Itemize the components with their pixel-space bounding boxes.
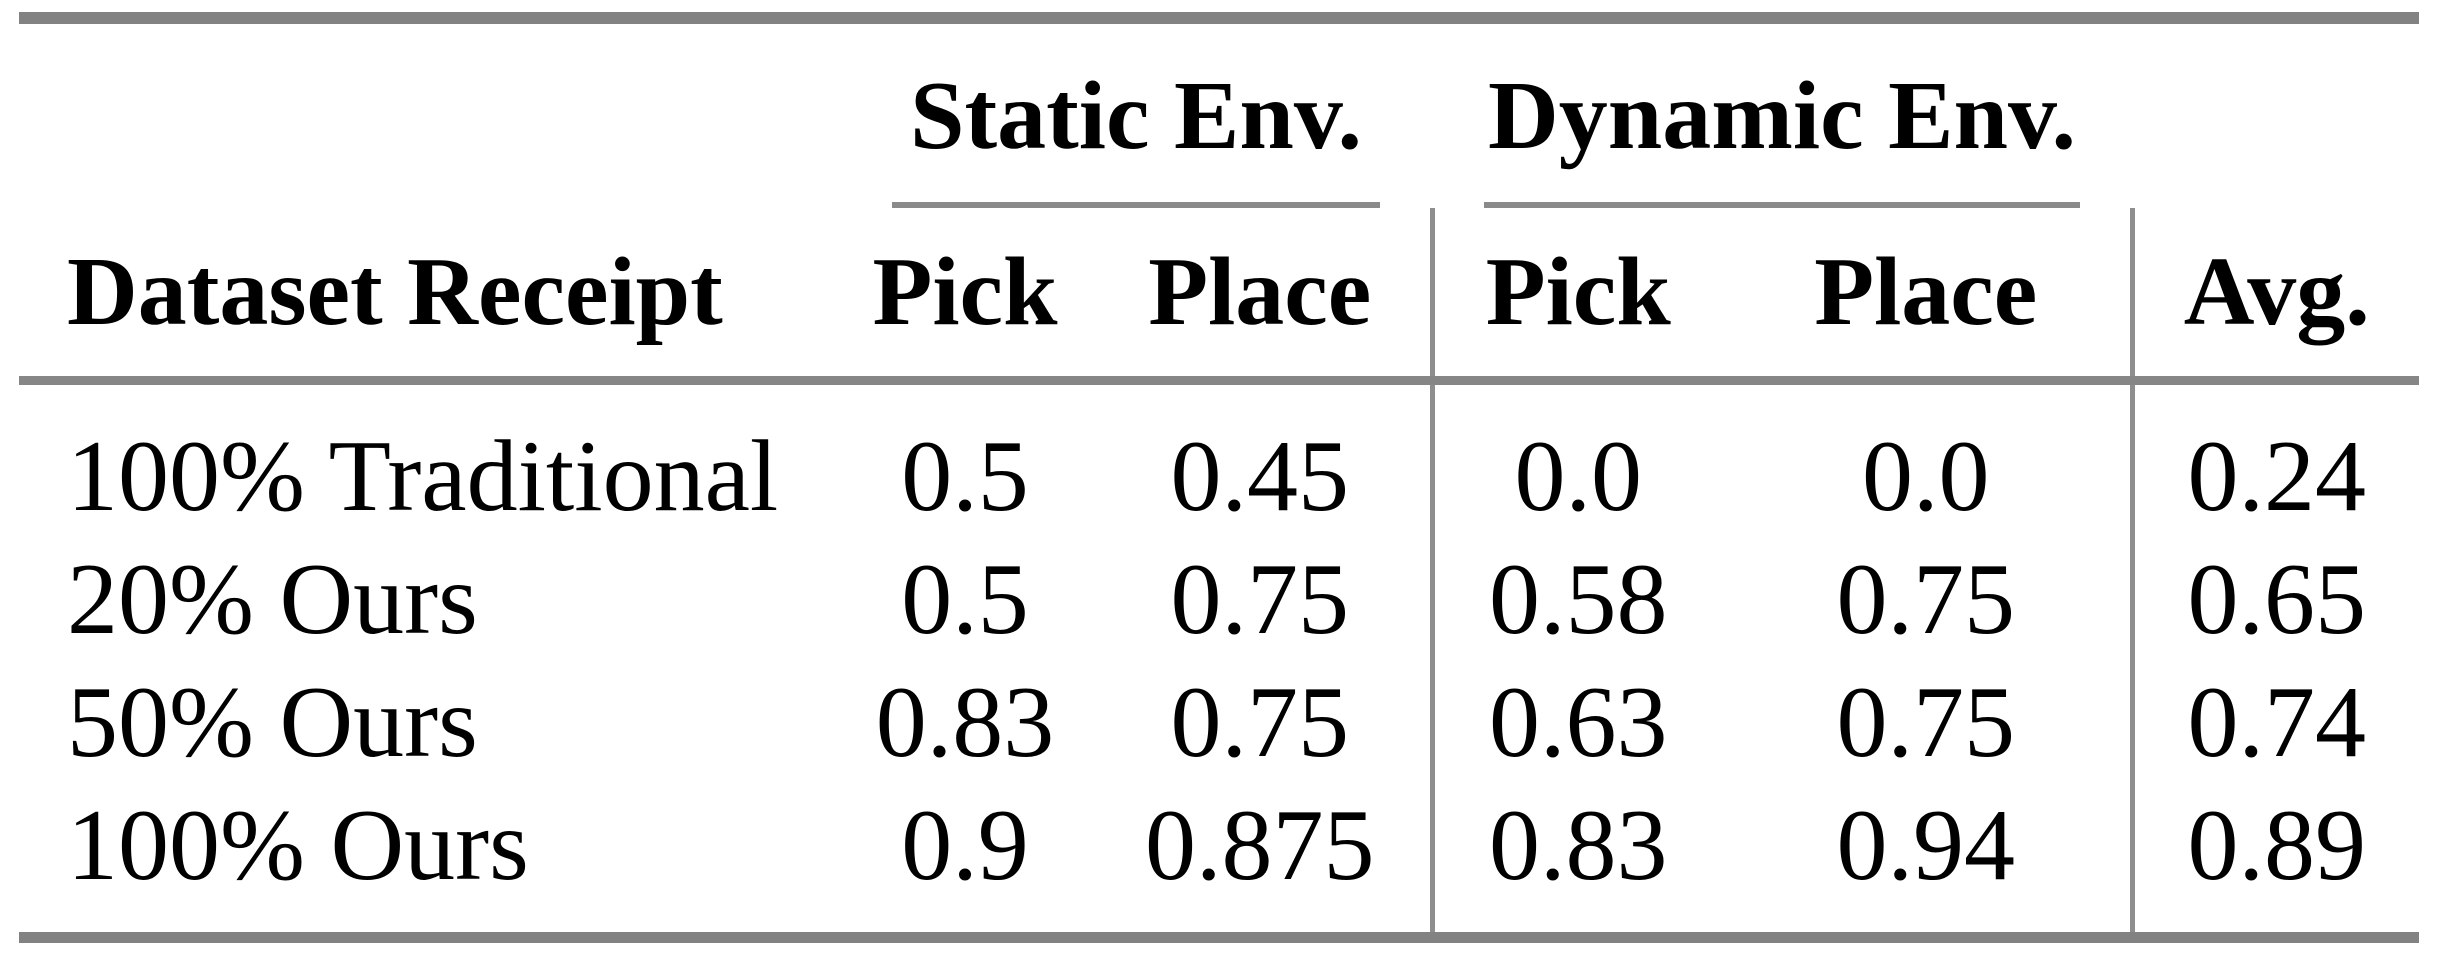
cell-static-pick: 0.5 [901, 420, 1029, 533]
table-row: 50% Ours 0.83 0.75 0.63 0.75 0.74 [19, 661, 2420, 784]
column-header-row: Dataset Receipt Pick Place Pick Place Av… [19, 208, 2420, 385]
cell-avg: 0.24 [2129, 380, 2420, 538]
cell-static-pick: 0.83 [875, 666, 1055, 779]
cell-avg: 0.65 [2129, 538, 2420, 661]
column-header-static-place: Place [1090, 208, 1432, 385]
table-row: 100% Ours 0.9 0.875 0.83 0.94 0.89 [19, 784, 2420, 938]
cell-static-pick: 0.5 [901, 543, 1029, 656]
cell-avg: 0.74 [2129, 661, 2420, 784]
column-header-dynamic-place: Place [1722, 208, 2133, 385]
row-label: 50% Ours [67, 666, 478, 779]
cell-static-place: 0.45 [1170, 420, 1350, 533]
cell-dynamic-pick: 0.58 [1429, 538, 1722, 661]
cell-static-place: 0.75 [1170, 543, 1350, 656]
cell-dynamic-pick: 0.83 [1429, 784, 1722, 938]
column-header-dataset-receipt: Dataset Receipt [19, 208, 840, 385]
column-header-avg: Avg. [2129, 208, 2420, 385]
row-label: 20% Ours [67, 543, 478, 656]
cell-static-place: 0.75 [1170, 666, 1350, 779]
avg-blank-cell [2132, 18, 2419, 208]
corner-blank-cell [19, 18, 840, 208]
cell-static-place: 0.875 [1145, 789, 1375, 902]
cell-dynamic-place: 0.75 [1836, 543, 2016, 656]
column-header-static-pick: Pick [840, 208, 1090, 385]
column-group-dynamic-env: Dynamic Env. [1432, 18, 2132, 208]
results-table: Static Env. Dynamic Env. Dataset Receipt… [19, 12, 2420, 943]
column-group-header-row: Static Env. Dynamic Env. [19, 18, 2419, 208]
cell-avg: 0.89 [2129, 784, 2420, 938]
cell-dynamic-pick: 0.0 [1429, 380, 1722, 538]
cell-dynamic-place: 0.94 [1836, 789, 2016, 902]
row-label: 100% Traditional [67, 420, 779, 533]
column-header-dynamic-pick: Pick [1429, 208, 1722, 385]
cell-static-pick: 0.9 [901, 789, 1029, 902]
column-group-static-env: Static Env. [840, 18, 1432, 208]
row-label: 100% Ours [67, 789, 529, 902]
table-row: 100% Traditional 0.5 0.45 0.0 0.0 0.24 [19, 380, 2420, 538]
cell-dynamic-place: 0.75 [1836, 666, 2016, 779]
cell-dynamic-place: 0.0 [1862, 420, 1990, 533]
cell-dynamic-pick: 0.63 [1429, 661, 1722, 784]
table-row: 20% Ours 0.5 0.75 0.58 0.75 0.65 [19, 538, 2420, 661]
